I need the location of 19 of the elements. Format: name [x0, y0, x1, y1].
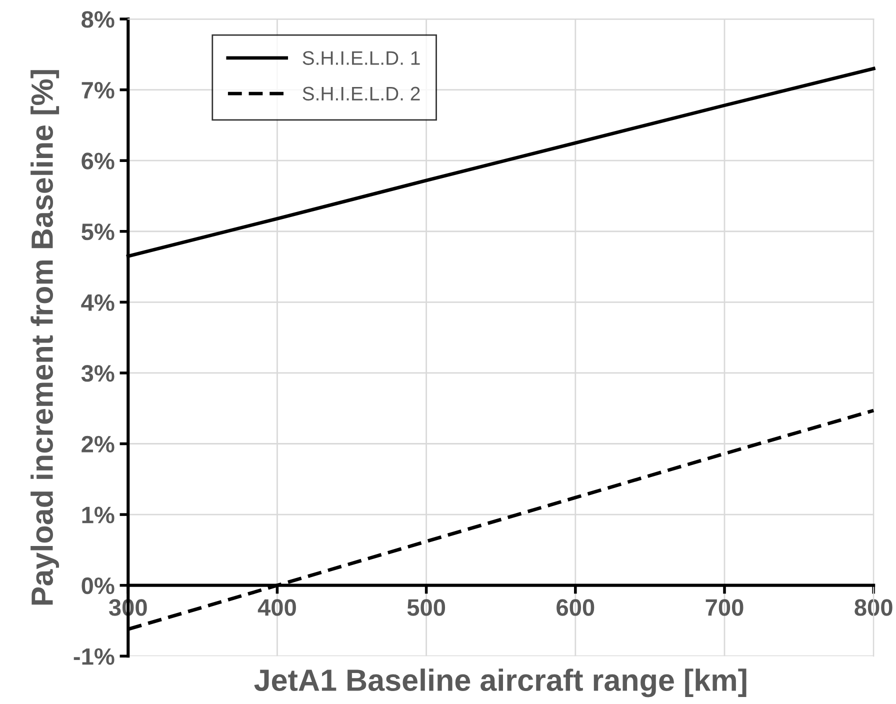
x-tick-label: 700: [706, 599, 744, 616]
x-tick-label: 400: [258, 599, 296, 616]
y-tick-label: 8%: [82, 11, 114, 28]
y-tick-label: 3%: [81, 365, 114, 382]
y-axis-title: Payload increment from Baseline [%]: [30, 70, 60, 605]
x-axis-title: JetA1 Baseline aircraft range [km]: [254, 668, 746, 698]
y-tick-label: 4%: [81, 294, 114, 311]
x-tick-label: 800: [854, 599, 892, 616]
y-tick-label: 2%: [82, 436, 114, 452]
y-tick-label: 5%: [82, 224, 114, 240]
y-tick-label: 1%: [82, 506, 114, 524]
x-tick-label: 500: [407, 599, 446, 616]
y-tick-label: 7%: [82, 82, 114, 99]
legend-label: S.H.I.E.L.D. 2: [302, 86, 420, 101]
y-tick-label: 6%: [82, 152, 114, 170]
legend-label: S.H.I.E.L.D. 1: [302, 51, 420, 65]
y-tick-label: -1%: [74, 648, 114, 665]
x-tick-label: 600: [556, 599, 594, 616]
y-tick-label: 0%: [82, 577, 114, 594]
